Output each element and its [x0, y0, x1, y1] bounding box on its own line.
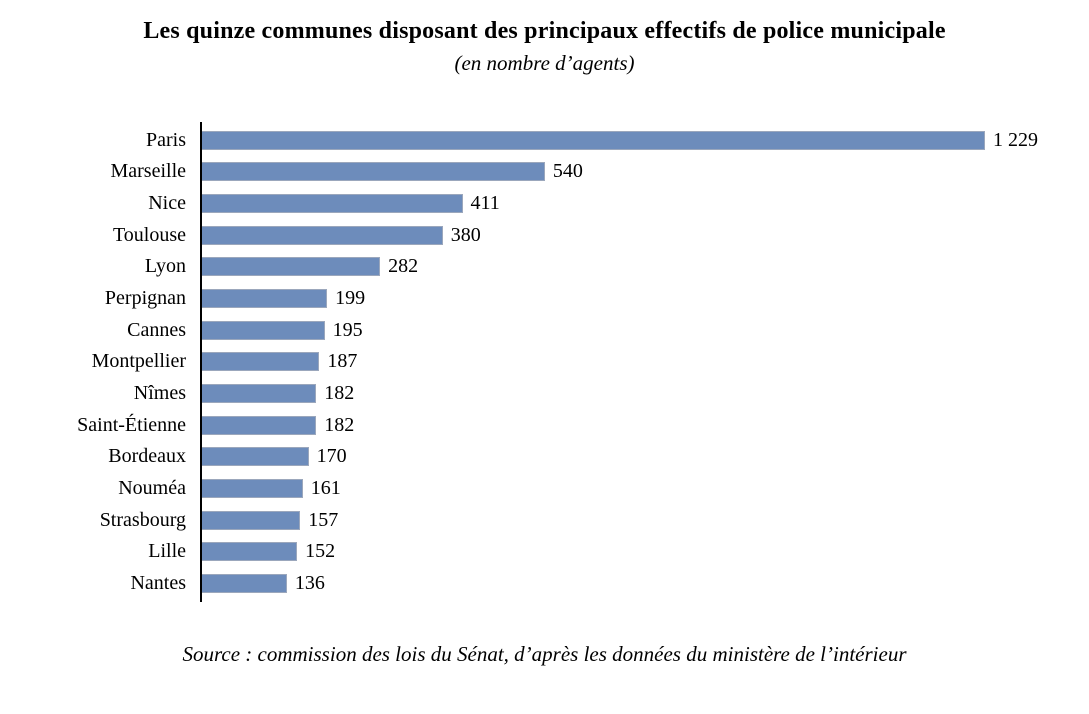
bar — [200, 320, 325, 340]
chart-row: Cannes 195 — [0, 314, 1089, 346]
bar — [200, 447, 309, 467]
category-label: Toulouse — [112, 223, 186, 246]
bar — [200, 542, 298, 562]
category-label: Perpignan — [104, 286, 186, 309]
chart-row: Perpignan 199 — [0, 283, 1089, 315]
bar-track: 195 — [200, 314, 1089, 346]
category-label: Nîmes — [133, 382, 186, 405]
bar-track: 187 — [200, 346, 1089, 378]
bar-track: 182 — [200, 409, 1089, 441]
chart-rows: Paris 1 229 Marseille 540 Nice 411 Toulouse 380… — [0, 122, 1089, 602]
y-axis-line — [200, 122, 202, 602]
chart-row: Strasbourg 157 — [0, 504, 1089, 536]
value-label: 170 — [316, 445, 347, 468]
chart-row: Paris 1 229 — [0, 124, 1089, 156]
category-label: Cannes — [127, 318, 186, 341]
chart-subtitle: (en nombre d’agents) — [454, 51, 635, 75]
value-label: 182 — [324, 413, 355, 436]
bar-track: 199 — [200, 283, 1089, 315]
category-label: Saint-Étienne — [77, 413, 186, 436]
category-label: Montpellier — [91, 350, 186, 373]
bar-track: 170 — [200, 441, 1089, 473]
bar-track: 161 — [200, 473, 1089, 505]
value-label: 161 — [310, 477, 341, 500]
chart-row: Montpellier 187 — [0, 346, 1089, 378]
bar-chart: Paris 1 229 Marseille 540 Nice 411 Toulouse 380… — [0, 122, 1089, 602]
bar-track: 182 — [200, 378, 1089, 410]
chart-row: Lyon 282 — [0, 251, 1089, 283]
bar — [200, 257, 381, 277]
bar — [200, 352, 320, 372]
bar-track: 152 — [200, 536, 1089, 568]
value-label: 195 — [332, 318, 363, 341]
bar — [200, 479, 303, 499]
category-label: Bordeaux — [108, 445, 186, 468]
value-label: 187 — [327, 350, 358, 373]
category-label: Paris — [146, 128, 186, 151]
value-label: 152 — [305, 540, 336, 563]
chart-row: Nîmes 182 — [0, 378, 1089, 410]
category-label: Nantes — [130, 572, 186, 595]
bar-track: 157 — [200, 504, 1089, 536]
bar — [200, 574, 287, 594]
chart-title: Les quinze communes disposant des princi… — [143, 18, 946, 44]
bar-track: 136 — [200, 568, 1089, 600]
source-note: Source : commission des lois du Sénat, d… — [182, 641, 907, 666]
bar-track: 1 229 — [200, 124, 1089, 156]
bar — [200, 510, 301, 530]
category-label: Marseille — [110, 160, 186, 183]
value-label: 411 — [470, 191, 500, 214]
category-label: Strasbourg — [99, 508, 186, 531]
value-label: 199 — [335, 286, 366, 309]
value-label: 380 — [450, 223, 481, 246]
value-label: 1 229 — [993, 128, 1038, 151]
value-label: 182 — [324, 382, 355, 405]
chart-row: Lille 152 — [0, 536, 1089, 568]
value-label: 540 — [552, 160, 583, 183]
bar-track: 282 — [200, 251, 1089, 283]
bar-track: 380 — [200, 219, 1089, 251]
chart-row: Nantes 136 — [0, 568, 1089, 600]
chart-row: Nouméa 161 — [0, 473, 1089, 505]
chart-row: Toulouse 380 — [0, 219, 1089, 251]
category-label: Nouméa — [118, 477, 186, 500]
bar — [200, 384, 317, 404]
chart-row: Bordeaux 170 — [0, 441, 1089, 473]
chart-row: Nice 411 — [0, 188, 1089, 220]
chart-row: Marseille 540 — [0, 156, 1089, 188]
bar — [200, 162, 545, 182]
chart-row: Saint-Étienne 182 — [0, 409, 1089, 441]
category-label: Lyon — [144, 255, 186, 278]
value-label: 136 — [294, 572, 325, 595]
bar — [200, 130, 985, 150]
bar-track: 411 — [200, 188, 1089, 220]
bar — [200, 225, 443, 245]
bar-track: 540 — [200, 156, 1089, 188]
bar — [200, 415, 317, 435]
bar — [200, 288, 328, 308]
value-label: 282 — [388, 255, 419, 278]
category-label: Lille — [148, 540, 186, 563]
value-label: 157 — [308, 508, 339, 531]
category-label: Nice — [148, 191, 186, 214]
bar — [200, 193, 463, 213]
